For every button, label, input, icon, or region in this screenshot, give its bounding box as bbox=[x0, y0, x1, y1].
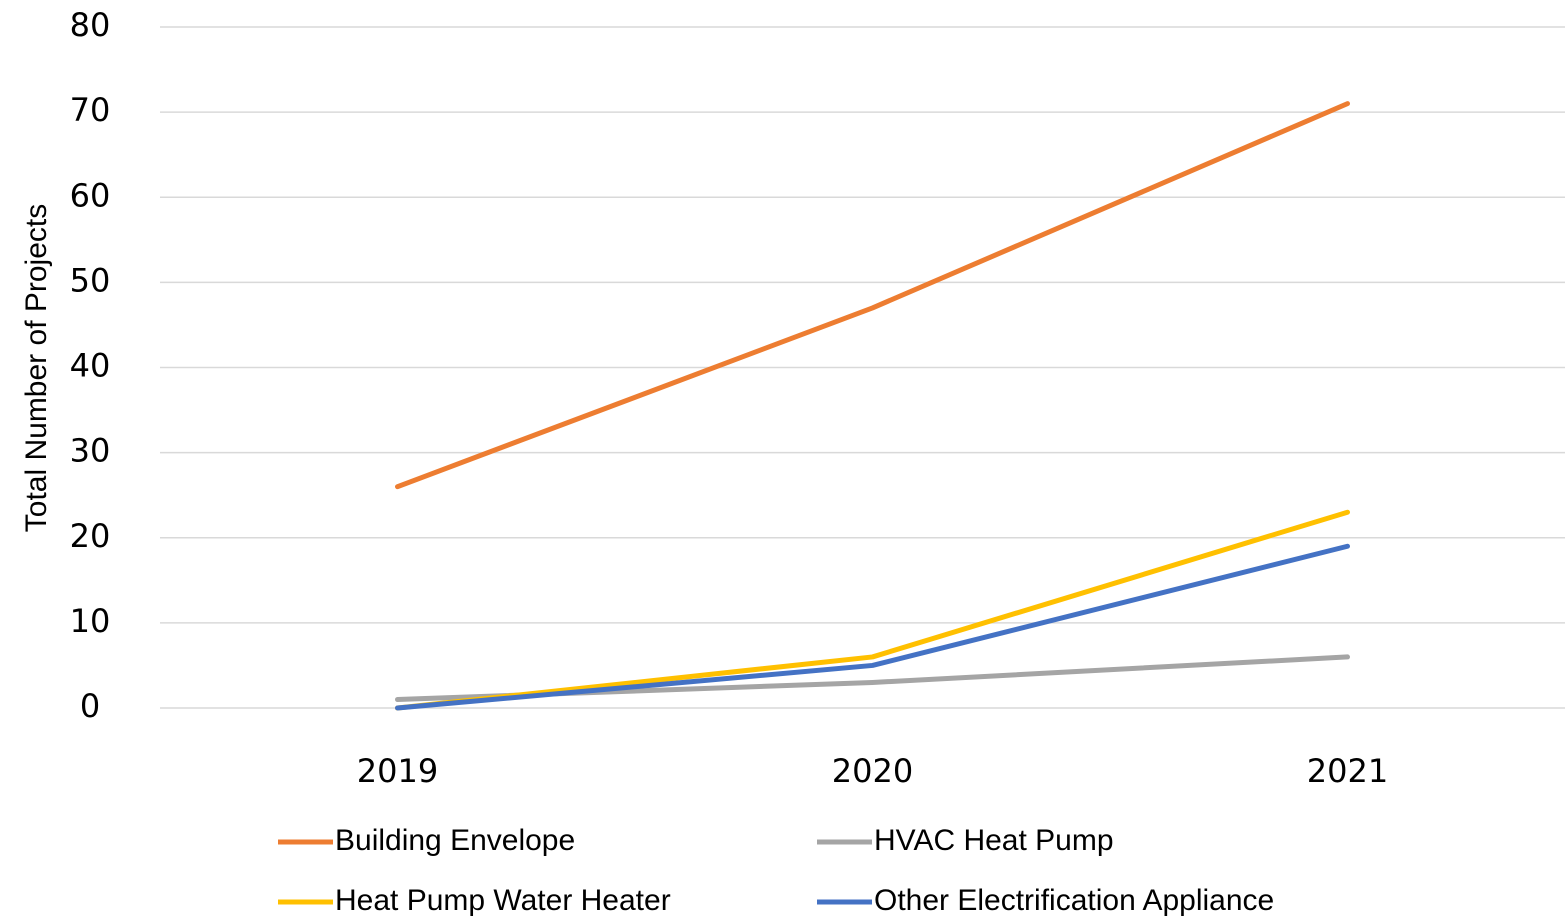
y-tick-label: 50 bbox=[70, 261, 111, 299]
series-line bbox=[395, 509, 1350, 711]
legend-label: HVAC Heat Pump bbox=[874, 824, 1114, 857]
series-line bbox=[395, 543, 1350, 711]
y-tick-label: 60 bbox=[70, 176, 111, 214]
y-tick-label: 20 bbox=[70, 517, 111, 555]
legend-label: Other Electrification Appliance bbox=[874, 884, 1274, 917]
y-tick-label: 70 bbox=[70, 91, 111, 129]
y-axis-label: Total Number of Projects bbox=[20, 204, 53, 532]
legend-label: Heat Pump Water Heater bbox=[335, 884, 671, 917]
y-tick-label: 80 bbox=[70, 6, 111, 44]
x-tick-label: 2020 bbox=[832, 752, 913, 790]
legend-label: Building Envelope bbox=[335, 824, 575, 857]
x-tick-label: 2021 bbox=[1307, 752, 1388, 790]
y-tick-label: 10 bbox=[70, 602, 111, 640]
y-tick-label: 40 bbox=[70, 347, 111, 385]
x-tick-label: 2019 bbox=[357, 752, 438, 790]
series-line bbox=[395, 101, 1350, 490]
y-tick-label: 0 bbox=[80, 687, 100, 725]
y-tick-label: 30 bbox=[70, 432, 111, 470]
